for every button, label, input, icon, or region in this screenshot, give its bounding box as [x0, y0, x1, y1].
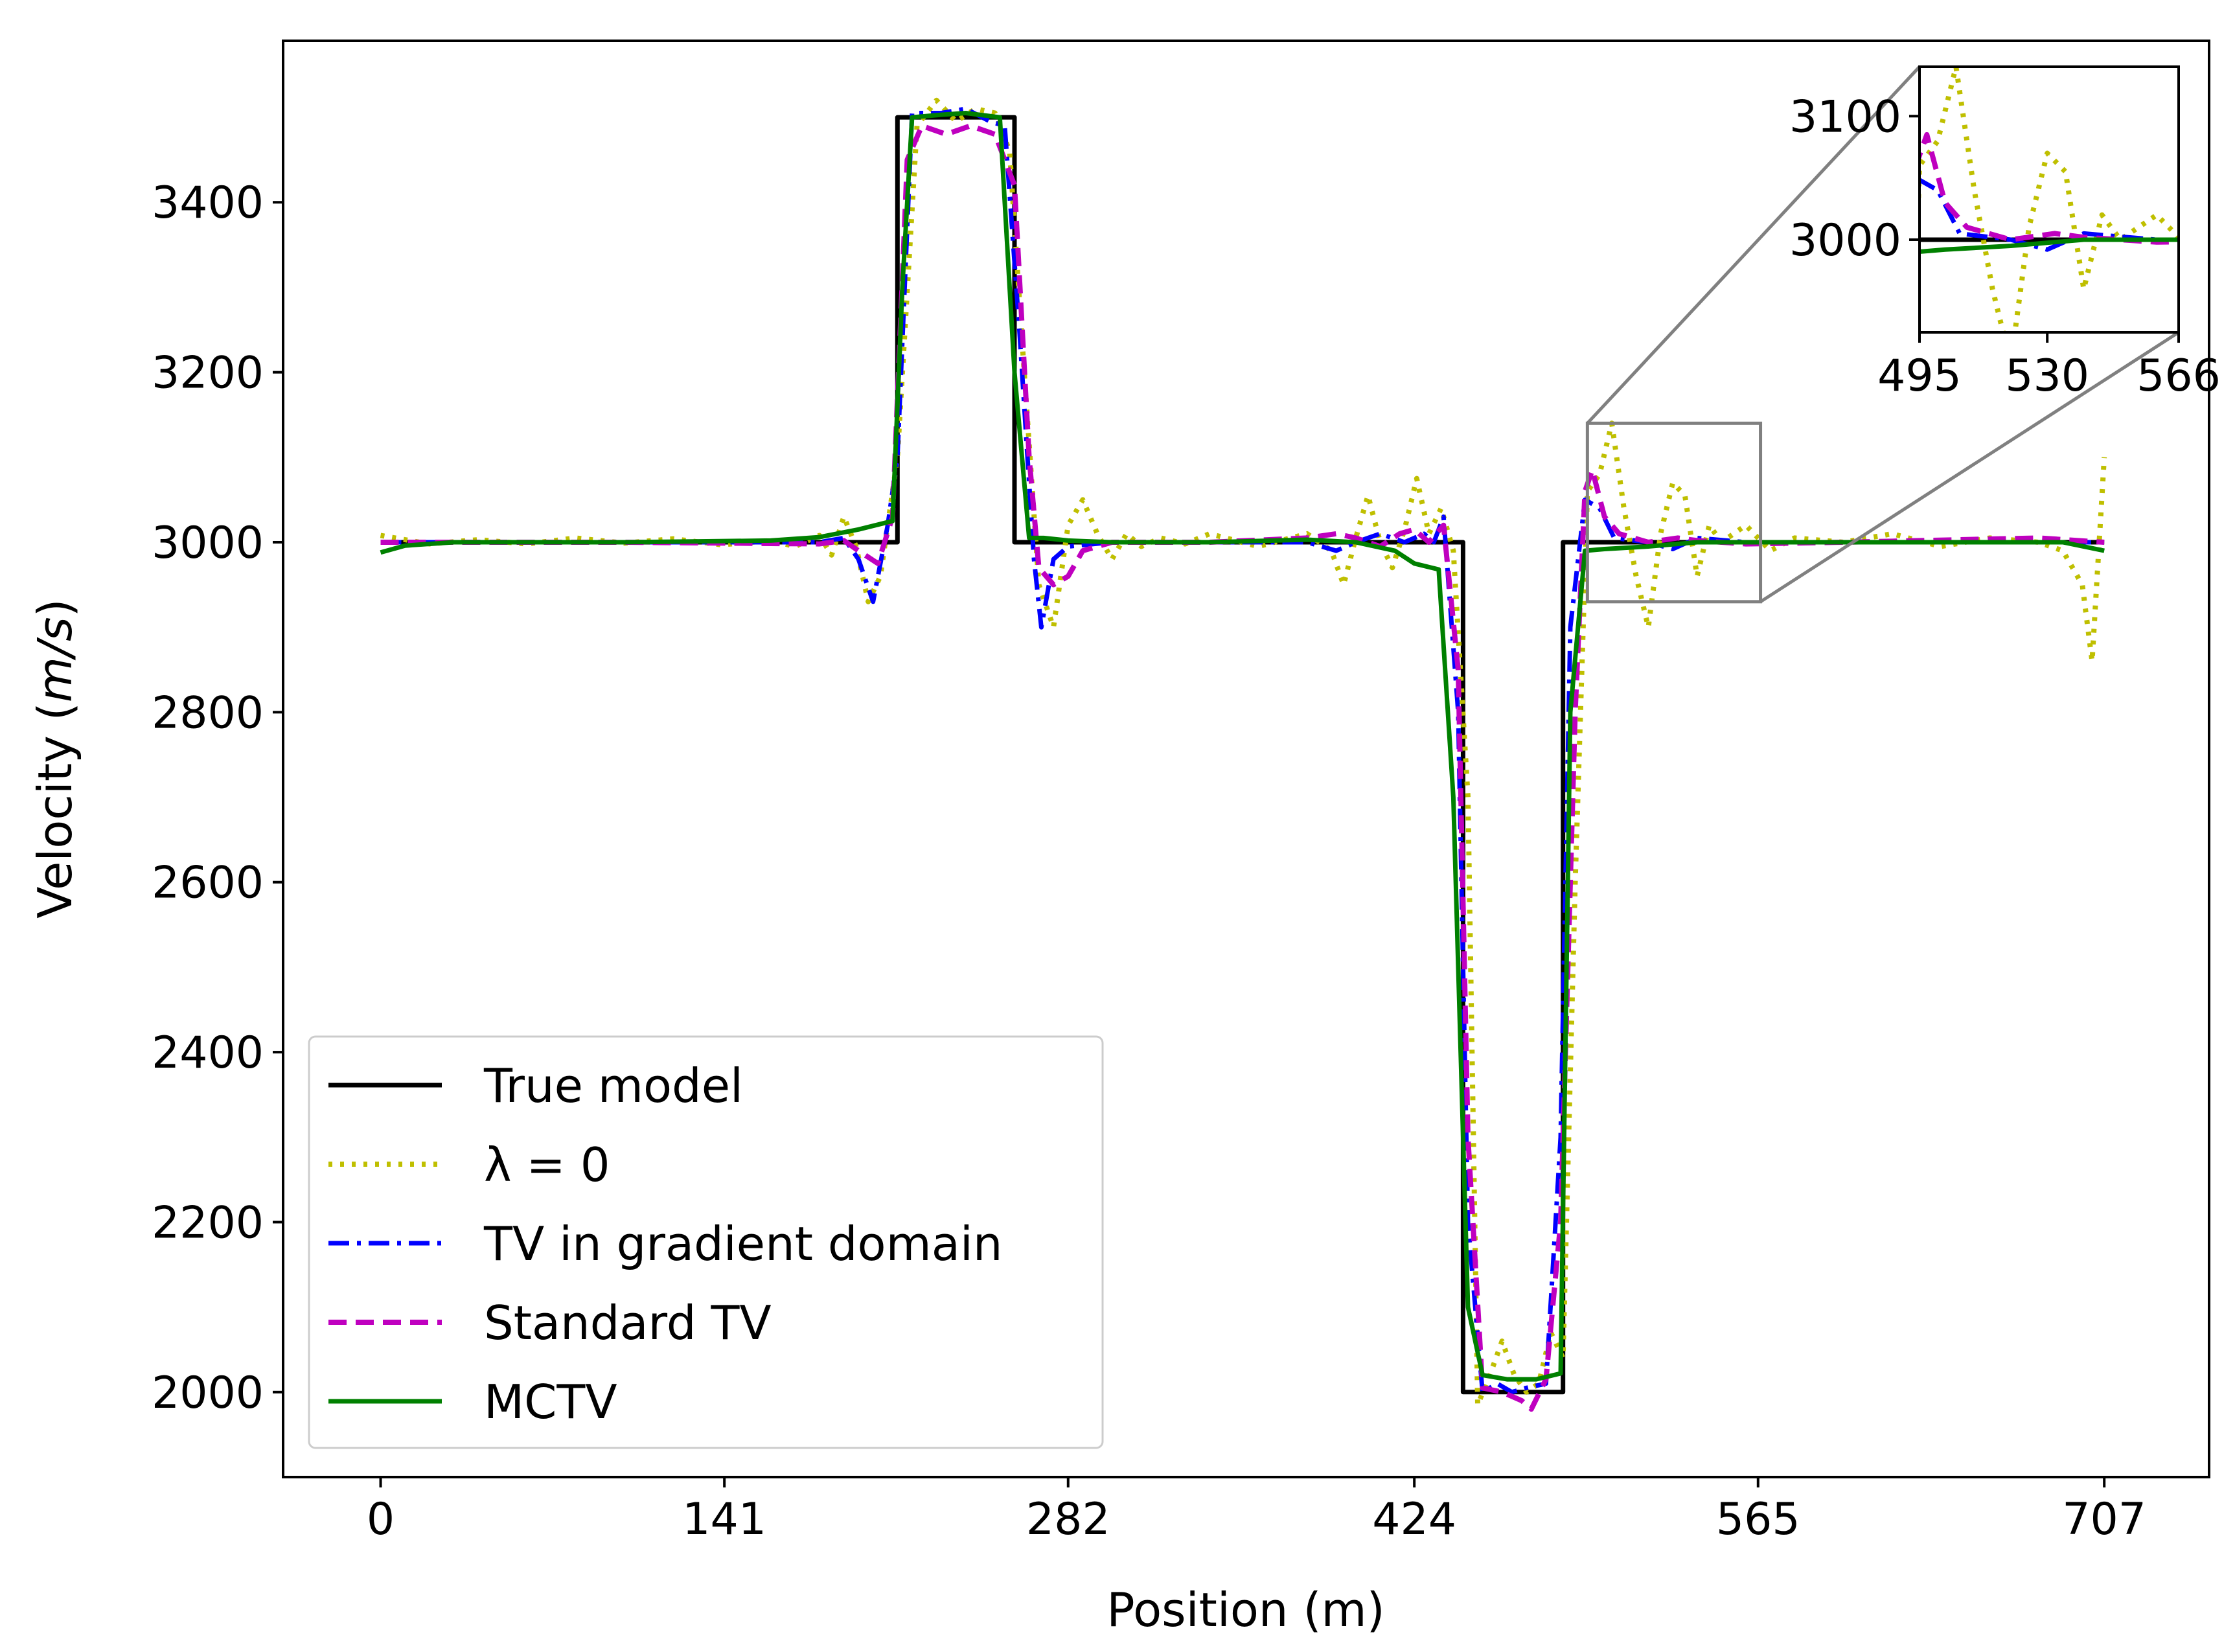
series-line-tv_gradient — [380, 106, 2105, 1395]
zoom-connector-line — [1586, 65, 1921, 425]
inset-y-tick-label: 3100 — [1789, 91, 1901, 143]
y-axis-ticks: 2000 2200 2400 2600 2800 3000 3200 3400 — [152, 178, 283, 1419]
main-plot-frame — [282, 40, 2210, 1478]
legend-label-standard_tv: Standard TV — [484, 1296, 772, 1350]
y-tick-label: 2600 — [152, 858, 264, 909]
x-tick-label: 424 — [1372, 1494, 1456, 1545]
legend-label-mctv: MCTV — [484, 1375, 617, 1429]
series-line-mctv — [380, 111, 2105, 1382]
inset-frame — [1918, 65, 2180, 334]
y-axis-label-unit: m/s — [28, 617, 82, 702]
y-tick-label: 3200 — [152, 348, 264, 399]
series-line-standard_tv — [380, 123, 2105, 1412]
y-axis-label-prefix: Velocity ( — [28, 702, 82, 918]
x-axis-label: Position (m) — [1106, 1583, 1385, 1637]
x-tick-label: 707 — [2062, 1494, 2146, 1545]
inset-background — [1920, 67, 2179, 332]
y-tick-label: 3000 — [152, 518, 264, 569]
inset-x-tick-label: 495 — [1877, 350, 1962, 402]
legend-box — [308, 1035, 1104, 1449]
zoom-indicator — [1585, 65, 2180, 604]
y-tick-label: 2000 — [152, 1368, 264, 1419]
legend: True model λ = 0 TV in gradient domain Stan… — [308, 1035, 1104, 1449]
x-tick-label: 141 — [682, 1494, 766, 1545]
y-tick-label: 2400 — [152, 1027, 264, 1079]
y-tick-label: 3400 — [152, 178, 264, 229]
inset-x-tick-label: 530 — [2005, 350, 2089, 402]
legend-label-tv_gradient: TV in gradient domain — [483, 1217, 1002, 1271]
legend-label-lambda0: λ = 0 — [484, 1138, 610, 1192]
x-tick-label: 282 — [1026, 1494, 1110, 1545]
inset-plot-lines — [1920, 67, 2179, 332]
inset-y-tick-label: 3000 — [1789, 215, 1901, 266]
series-line-lambda0 — [380, 97, 2107, 1408]
inset-series-line-mctv — [1920, 237, 2179, 255]
zoom-connector-line — [1759, 330, 2180, 603]
inset-axis-ticks: 495 530 566 3000 3100 — [1789, 91, 2221, 402]
inset-series-line-standard_tv — [1920, 132, 2179, 245]
y-tick-label: 2200 — [152, 1197, 264, 1248]
inset-series-line-tv_gradient — [1920, 177, 2179, 252]
inset-x-tick-label: 566 — [2137, 350, 2221, 402]
x-axis-ticks: 0 141 282 424 565 707 — [367, 1477, 2146, 1545]
main-plot-lines — [380, 97, 2107, 1412]
y-axis-label: Velocity (m/s) — [28, 599, 82, 918]
y-tick-label: 2800 — [152, 687, 264, 739]
y-axis-label-suffix: ) — [28, 599, 82, 617]
zoom-source-box — [1585, 421, 1763, 604]
x-tick-label: 565 — [1716, 1494, 1800, 1545]
legend-label-true_model: True model — [483, 1059, 743, 1113]
x-tick-label: 0 — [367, 1494, 395, 1545]
